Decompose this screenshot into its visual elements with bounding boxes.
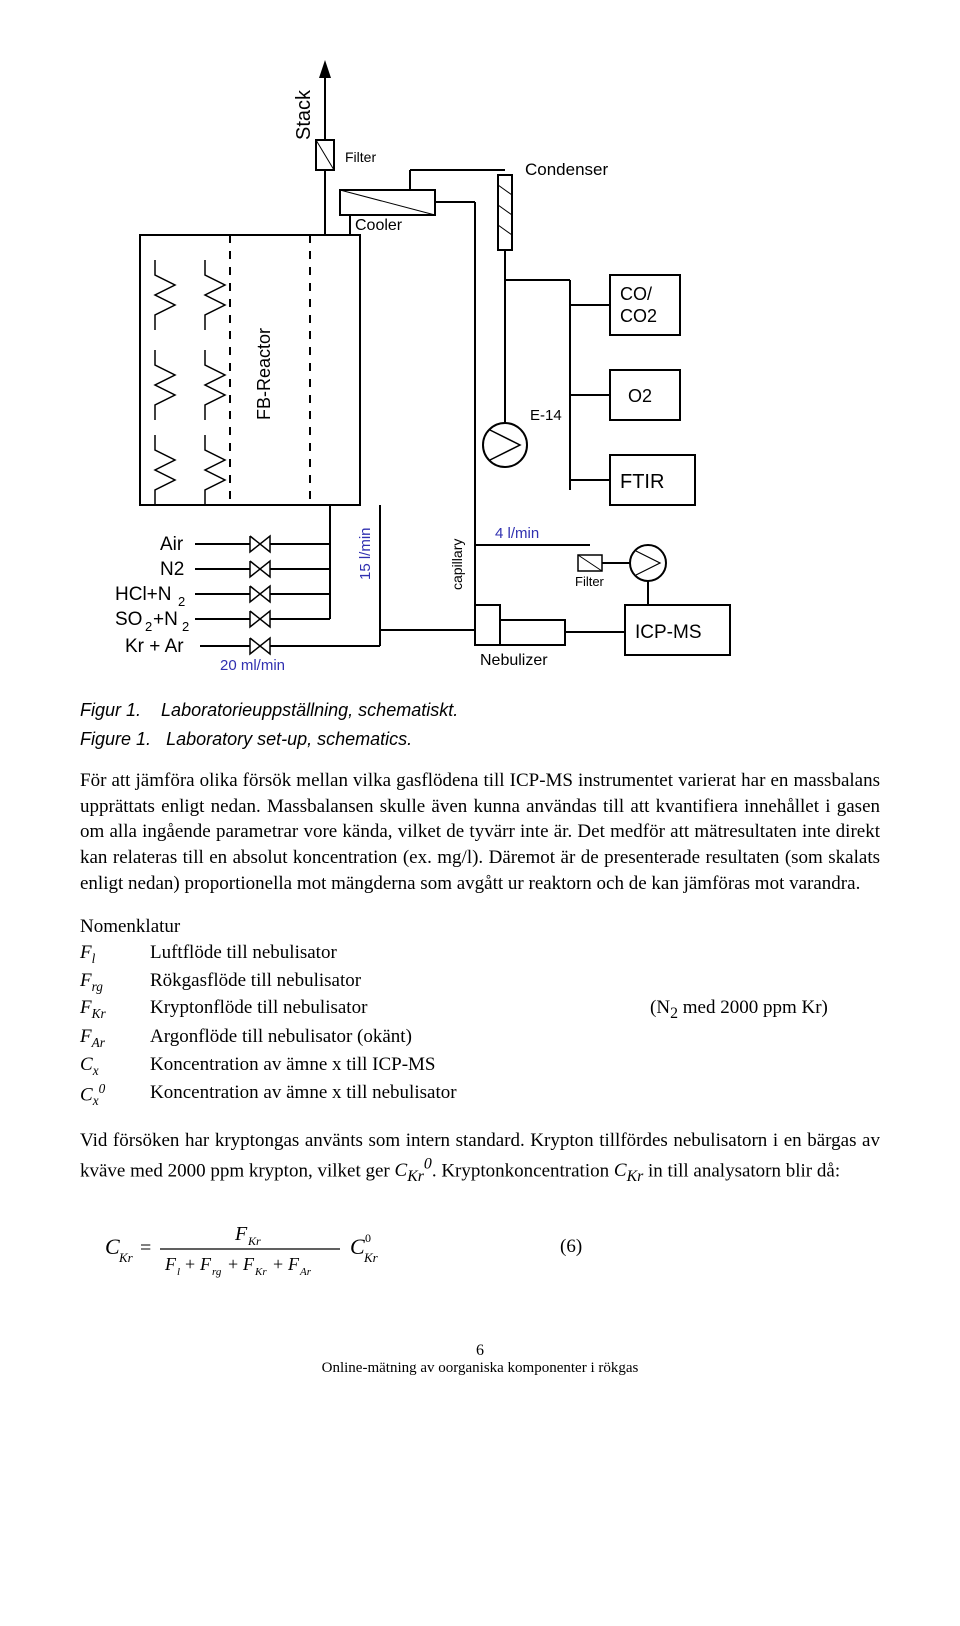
svg-text:Kr: Kr [363,1250,379,1265]
svg-text:Kr: Kr [254,1266,267,1278]
figure-label-en: Figure 1. [80,729,151,749]
svg-text:HCl+N: HCl+N [115,584,171,605]
nomen-extra [650,968,880,996]
svg-text:+N: +N [153,609,178,630]
svg-text:15 l/min: 15 l/min [357,527,374,580]
nomen-symbol: Frg [80,968,150,996]
nomen-extra [650,1052,880,1080]
svg-text:Ar: Ar [299,1266,312,1278]
svg-text:+: + [185,1254,195,1274]
equation-6: C Kr = F Kr F l + F rg + F Kr + F Ar C 0… [80,1212,880,1282]
nomenclature-block: Nomenklatur FlLuftflöde till nebulisator… [80,914,880,1110]
svg-text:C: C [350,1234,365,1259]
svg-text:2: 2 [182,619,189,634]
figure-caption-en: Figure 1. Laboratory set-up, schematics. [80,729,880,750]
nomen-extra [650,940,880,968]
nomen-symbol: FAr [80,1024,150,1052]
svg-text:F: F [164,1254,177,1274]
svg-text:0: 0 [365,1231,371,1245]
svg-text:F: F [199,1254,212,1274]
svg-text:E-14: E-14 [530,407,562,424]
nomen-extra [650,1080,880,1110]
nomen-desc: Argonflöde till nebulisator (okänt) [150,1024,650,1052]
svg-text:Nebulizer: Nebulizer [480,652,548,669]
svg-text:Filter: Filter [575,574,605,589]
equation-svg: C Kr = F Kr F l + F rg + F Kr + F Ar C 0… [100,1212,400,1282]
nomen-desc: Luftflöde till nebulisator [150,940,650,968]
svg-text:Filter: Filter [345,149,376,165]
svg-text:CO/: CO/ [620,284,652,304]
svg-text:rg: rg [212,1266,222,1278]
nomen-desc: Koncentration av ämne x till nebulisator [150,1080,650,1110]
svg-text:Kr + Ar: Kr + Ar [125,636,184,657]
svg-text:FB-Reactor: FB-Reactor [254,328,274,420]
nomen-row: FlLuftflöde till nebulisator [80,940,880,968]
svg-text:l: l [177,1266,180,1278]
nomen-desc: Koncentration av ämne x till ICP-MS [150,1052,650,1080]
equation-number: (6) [560,1236,582,1258]
svg-text:N2: N2 [160,559,184,580]
nomen-symbol: Cx0 [80,1080,150,1110]
nomen-symbol: Cx [80,1052,150,1080]
svg-text:Stack: Stack [293,89,315,140]
svg-text:+: + [273,1254,283,1274]
footer-title: Online-mätning av oorganiska komponenter… [80,1360,880,1377]
schematic-diagram: FB-Reactor Stack Filter Cooler Condenser… [100,50,860,680]
svg-text:=: = [140,1237,151,1259]
svg-text:4 l/min: 4 l/min [495,525,539,542]
figure-caption-sv: Figur 1. Laboratorieuppställning, schema… [80,700,880,721]
nomen-row: CxKoncentration av ämne x till ICP-MS [80,1052,880,1080]
svg-text:O2: O2 [628,386,652,406]
nomen-symbol: Fl [80,940,150,968]
svg-text:Condenser: Condenser [525,160,609,179]
nomen-extra: (N2 med 2000 ppm Kr) [650,995,880,1024]
svg-text:F: F [287,1254,300,1274]
svg-text:SO: SO [115,609,142,630]
nomen-desc: Rökgasflöde till nebulisator [150,968,650,996]
svg-text:F: F [242,1254,255,1274]
svg-text:F: F [234,1223,248,1245]
svg-text:Kr: Kr [247,1234,261,1248]
svg-text:C: C [105,1234,120,1259]
figure-label-sv: Figur 1. [80,700,141,720]
nomen-row: FKrKryptonflöde till nebulisator(N2 med … [80,995,880,1024]
nomenclature-title: Nomenklatur [80,914,880,940]
svg-text:2: 2 [145,619,152,634]
nomen-row: FArArgonflöde till nebulisator (okänt) [80,1024,880,1052]
svg-text:2: 2 [178,594,185,609]
svg-text:Air: Air [160,534,184,555]
figure-text-en: Laboratory set-up, schematics. [166,729,412,749]
svg-text:ICP-MS: ICP-MS [635,622,702,643]
page-number: 6 [80,1342,880,1360]
svg-text:FTIR: FTIR [620,471,664,493]
svg-text:Cooler: Cooler [355,217,403,234]
svg-text:Kr: Kr [118,1250,134,1265]
figure-text-sv: Laboratorieuppställning, schematiskt. [161,700,458,720]
nomen-row: FrgRökgasflöde till nebulisator [80,968,880,996]
svg-text:20 ml/min: 20 ml/min [220,657,285,674]
svg-text:+: + [228,1254,238,1274]
nomen-desc: Kryptonflöde till nebulisator [150,995,650,1024]
svg-text:capillary: capillary [449,539,465,590]
svg-text:CO2: CO2 [620,306,657,326]
paragraph-2: Vid försöken har kryptongas använts som … [80,1128,880,1187]
nomen-symbol: FKr [80,995,150,1024]
nomen-row: Cx0Koncentration av ämne x till nebulisa… [80,1080,880,1110]
nomen-extra [650,1024,880,1052]
paragraph-1: För att jämföra olika försök mellan vilk… [80,768,880,896]
page-footer: 6 Online-mätning av oorganiska komponent… [80,1342,880,1377]
